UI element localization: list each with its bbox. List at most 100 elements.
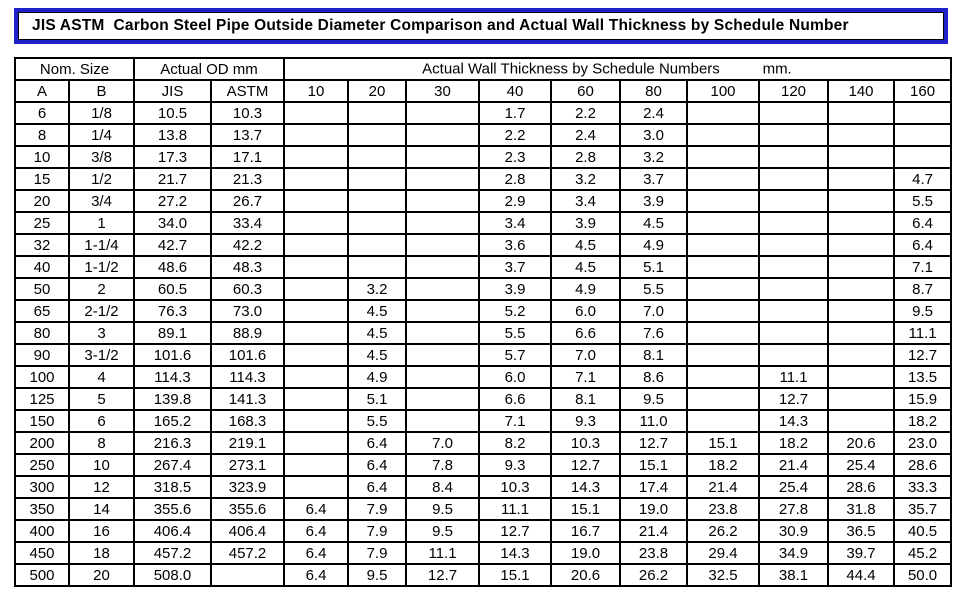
table-cell: 2.3: [478, 145, 553, 169]
table-cell: 5: [68, 387, 135, 411]
table-cell: 11.1: [478, 497, 553, 521]
table-cell: 29.4: [686, 541, 761, 565]
table-cell: 33.4: [209, 211, 286, 235]
table-cell: 114.3: [209, 365, 286, 389]
table-cell: 9.3: [478, 453, 553, 477]
table-cell: 20.6: [550, 563, 622, 587]
table-cell: 406.4: [133, 519, 212, 543]
table-cell: [686, 387, 761, 411]
table-cell: 7.9: [347, 497, 408, 521]
table-cell: [686, 189, 761, 213]
table-cell: [827, 167, 896, 191]
table-cell: 14: [68, 497, 135, 521]
table-cell: 2.8: [478, 167, 553, 191]
table-cell: [827, 321, 896, 345]
table-cell: [405, 365, 481, 389]
table-cell: [405, 387, 481, 411]
table-cell: 5.5: [347, 409, 408, 433]
table-cell: 10.3: [550, 431, 622, 455]
table-cell: 23.8: [686, 497, 761, 521]
table-cell: 4.7: [893, 167, 953, 191]
table-cell: [405, 277, 481, 301]
table-row: 90 3-1/2 101.6 101.6 4.5 5.7 7.0 8.1 12.7: [14, 343, 953, 367]
table-cell: [758, 101, 830, 125]
table-cell: 3.9: [550, 211, 622, 235]
table-cell: 8.1: [619, 343, 689, 367]
table-cell: 250: [14, 453, 70, 477]
table-cell: 318.5: [133, 475, 212, 499]
table-cell: 88.9: [209, 321, 286, 345]
table-cell: 26.7: [209, 189, 286, 213]
table-cell: [893, 123, 953, 147]
table-cell: [686, 123, 761, 147]
table-row: 25 1 34.0 33.4 3.4 3.9 4.5 6.4: [14, 211, 953, 235]
table-subheader-row: A B JIS ASTM 10 20 30 40 60 80 100 120 1…: [14, 79, 953, 103]
table-cell: [827, 189, 896, 213]
table-cell: 3.6: [478, 233, 553, 257]
table-cell: 21.3: [209, 167, 286, 191]
table-cell: 76.3: [133, 299, 212, 323]
table-cell: [827, 277, 896, 301]
table-cell: 25.4: [827, 453, 896, 477]
table-cell: 16: [68, 519, 135, 543]
table-cell: 323.9: [209, 475, 286, 499]
table-cell: 508.0: [133, 563, 212, 587]
table-cell: 168.3: [209, 409, 286, 433]
table-cell: 17.4: [619, 475, 689, 499]
table-cell: 12.7: [478, 519, 553, 543]
table-cell: [758, 321, 830, 345]
table-row: 300 12 318.5 323.9 6.4 8.4 10.3 14.3 17.4 21.4 25.…: [14, 475, 953, 499]
page-title: JIS ASTM Carbon Steel Pipe Outside Diame…: [32, 17, 849, 34]
table-cell: [347, 145, 408, 169]
table-cell: 355.6: [133, 497, 212, 521]
table-cell: [686, 365, 761, 389]
table-cell: 25: [14, 211, 70, 235]
table-cell: 7.0: [550, 343, 622, 367]
table-cell: 2.8: [550, 145, 622, 169]
table-cell: [686, 211, 761, 235]
table-cell: 10: [68, 453, 135, 477]
unit-label-mm: mm.: [762, 60, 792, 78]
table-row: 350 14 355.6 355.6 6.4 7.9 9.5 11.1 15.1 19.0 23.8…: [14, 497, 953, 521]
table-cell: 30.9: [758, 519, 830, 543]
table-body: 6 1/8 10.5 10.3 1.7 2.2 2.4 8 1/4 13.8 13.7 2.2 2.4 3…: [14, 101, 953, 587]
table-row: 65 2-1/2 76.3 73.0 4.5 5.2 6.0 7.0 9.5: [14, 299, 953, 323]
table-cell: 6.0: [550, 299, 622, 323]
table-cell: 6.4: [347, 453, 408, 477]
table-row: 150 6 165.2 168.3 5.5 7.1 9.3 11.0 14.3 18.2: [14, 409, 953, 433]
table-cell: 34.0: [133, 211, 212, 235]
table-cell: 8: [68, 431, 135, 455]
table-cell: [347, 189, 408, 213]
table-cell: 20: [14, 189, 70, 213]
table-row: 125 5 139.8 141.3 5.1 6.6 8.1 9.5 12.7 15.9: [14, 387, 953, 411]
table-row: 15 1/2 21.7 21.3 2.8 3.2 3.7 4.7: [14, 167, 953, 191]
table-cell: 3.2: [347, 277, 408, 301]
table-header: Nom. Size Actual OD mm Actual Wall Thick…: [14, 57, 953, 103]
table-cell: [827, 145, 896, 169]
table-row: 6 1/8 10.5 10.3 1.7 2.2 2.4: [14, 101, 953, 125]
table-row: 20 3/4 27.2 26.7 2.9 3.4 3.9 5.5: [14, 189, 953, 213]
table-cell: [758, 277, 830, 301]
table-cell: 27.8: [758, 497, 830, 521]
table-cell: 8.6: [619, 365, 689, 389]
table-cell: [405, 145, 481, 169]
table-cell: 18: [68, 541, 135, 565]
table-cell: 1: [68, 211, 135, 235]
table-row: 400 16 406.4 406.4 6.4 7.9 9.5 12.7 16.7 21.4 26.2…: [14, 519, 953, 543]
col-header-20: 20: [347, 79, 408, 103]
table-cell: [283, 475, 350, 499]
table-cell: 4.5: [550, 233, 622, 257]
table-cell: [283, 453, 350, 477]
table-cell: 11.1: [758, 365, 830, 389]
table-cell: 9.3: [550, 409, 622, 433]
col-header-astm: ASTM: [209, 79, 286, 103]
table-cell: 8.1: [550, 387, 622, 411]
table-cell: 11.0: [619, 409, 689, 433]
table-cell: 50: [14, 277, 70, 301]
table-cell: 8: [14, 123, 70, 147]
table-cell: 5.7: [478, 343, 553, 367]
table-row: 100 4 114.3 114.3 4.9 6.0 7.1 8.6 11.1 13.5: [14, 365, 953, 389]
table-cell: 10.5: [133, 101, 212, 125]
table-cell: 42.2: [209, 233, 286, 257]
